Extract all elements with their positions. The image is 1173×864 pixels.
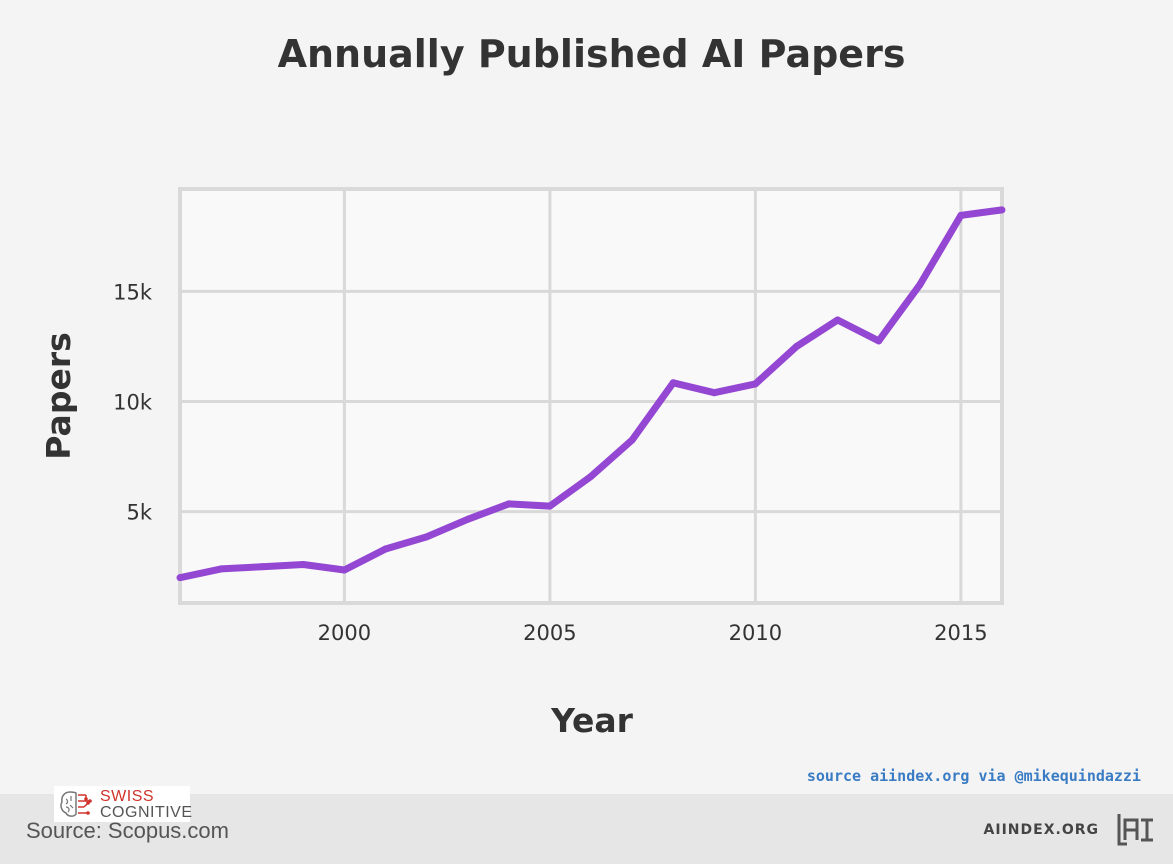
- plot-border: [178, 187, 1004, 605]
- data-point-1996: [176, 574, 184, 582]
- swiss-cognitive-watermark: SWISS COGNITIVE: [54, 786, 193, 822]
- data-point-2002: [423, 533, 431, 541]
- chart-title: Annually Published AI Papers: [277, 32, 906, 76]
- data-point-2010: [751, 380, 759, 388]
- data-point-2006: [587, 472, 595, 480]
- data-point-2004: [505, 500, 513, 508]
- data-point-2007: [628, 436, 636, 444]
- x-tick-label: 2000: [318, 621, 371, 645]
- data-point-1998: [258, 563, 266, 571]
- x-axis-title: Year: [550, 701, 634, 740]
- data-point-2001: [382, 545, 389, 553]
- data-point-2015: [957, 211, 965, 219]
- watermark-line2: COGNITIVE: [100, 804, 193, 821]
- data-point-2011: [793, 342, 800, 350]
- y-tick-label: 10k: [113, 391, 153, 415]
- line-chart: 2000 2005 2010 2015 5k 10k 15k Year Papers: [39, 187, 1006, 740]
- brain-icon: [60, 791, 92, 817]
- y-axis-title: Papers: [39, 332, 78, 460]
- data-point-1997: [217, 565, 225, 573]
- data-point-2008: [669, 379, 677, 387]
- x-tick-label: 2005: [523, 621, 576, 645]
- data-point-1999: [299, 560, 307, 568]
- series-layer: [176, 206, 1006, 582]
- y-tick-label: 15k: [113, 280, 153, 304]
- watermark-line1: SWISS: [100, 788, 155, 805]
- footer-brand: AIINDEX.ORG: [983, 822, 1099, 838]
- data-point-2016: [998, 206, 1006, 214]
- y-tick-label: 5k: [126, 501, 152, 525]
- x-tick-label: 2010: [729, 621, 782, 645]
- data-point-2009: [710, 389, 718, 397]
- source-credit: source aiindex.org via @mikequindazzi: [806, 767, 1141, 785]
- data-point-2000: [340, 566, 348, 574]
- data-point-2013: [875, 337, 883, 345]
- x-tick-label: 2015: [934, 621, 987, 645]
- footer-source: Source: Scopus.com: [26, 818, 229, 843]
- data-point-2005: [546, 502, 554, 510]
- footer-bar: Source: Scopus.com AIINDEX.ORG: [0, 794, 1173, 864]
- data-point-2012: [834, 316, 842, 324]
- data-point-2003: [464, 515, 472, 523]
- grid-lines: [180, 189, 1002, 603]
- plot-area: [180, 189, 1002, 603]
- data-point-2014: [916, 281, 924, 289]
- tick-labels: 2000 2005 2010 2015 5k 10k 15k: [113, 280, 988, 645]
- aiindex-logo: [1117, 814, 1153, 846]
